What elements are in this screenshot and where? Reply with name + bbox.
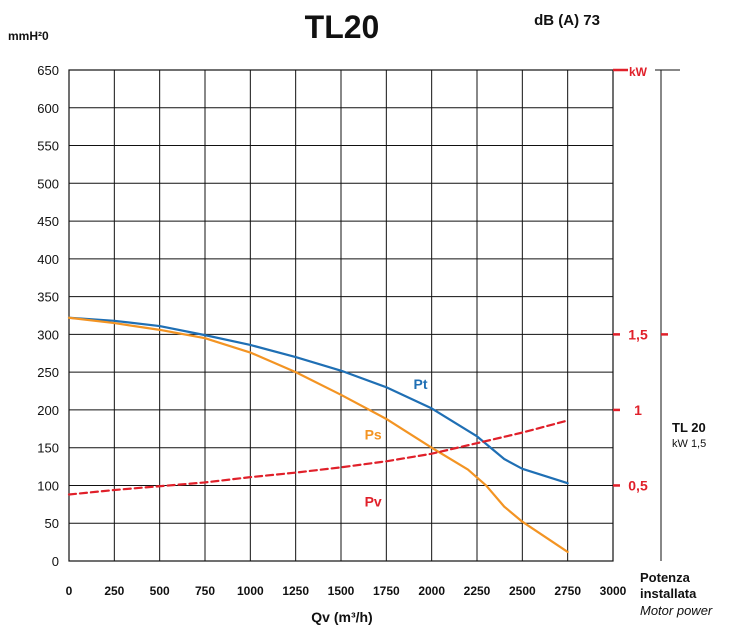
y-tick-label-10: 500 bbox=[37, 176, 59, 191]
series-label-pt: Pt bbox=[414, 376, 428, 392]
series-labels: Pt Ps Pv bbox=[365, 376, 428, 510]
x-tick-label-4: 1000 bbox=[237, 584, 264, 598]
side-model-label: TL 20 bbox=[672, 420, 706, 435]
series bbox=[67, 316, 569, 554]
footer-sublabel: Motor power bbox=[640, 603, 713, 618]
y-tick-label-4: 200 bbox=[37, 403, 59, 418]
x-tick-label-1: 250 bbox=[104, 584, 124, 598]
x-tick-label-11: 2750 bbox=[554, 584, 581, 598]
x-tick-label-3: 750 bbox=[195, 584, 215, 598]
x-tick-label-6: 1500 bbox=[328, 584, 355, 598]
y2-axis: 0,5 1 1,5 bbox=[613, 68, 680, 561]
series-label-ps: Ps bbox=[365, 426, 382, 442]
x-tick-label-7: 1750 bbox=[373, 584, 400, 598]
x-tick-label-8: 2000 bbox=[418, 584, 445, 598]
y-tick-label-2: 100 bbox=[37, 478, 59, 493]
y-tick-label-11: 550 bbox=[37, 139, 59, 154]
x-tick-label-10: 2500 bbox=[509, 584, 536, 598]
y-tick-label-12: 600 bbox=[37, 101, 59, 116]
y-tick-label-6: 300 bbox=[37, 327, 59, 342]
x-tick-label-0: 0 bbox=[66, 584, 73, 598]
y-tick-labels: 0 50 100 150 200 250 300 350 400 450 500 550 600 650 bbox=[37, 63, 59, 569]
footer-label: Potenza installata bbox=[640, 570, 697, 601]
y-axis-unit: mmH²0 bbox=[8, 29, 49, 43]
y-tick-label-8: 400 bbox=[37, 252, 59, 267]
y2-tick-label-1: 1 bbox=[634, 402, 642, 418]
x-axis-label: Qv (m³/h) bbox=[311, 609, 372, 625]
x-tick-label-9: 2250 bbox=[464, 584, 491, 598]
x-tick-label-12: 3000 bbox=[600, 584, 627, 598]
y-tick-label-9: 450 bbox=[37, 214, 59, 229]
series-line-ps bbox=[67, 316, 569, 554]
x-tick-label-5: 1250 bbox=[282, 584, 309, 598]
y2-tick-label-0: 0,5 bbox=[628, 477, 648, 493]
y-tick-label-13: 650 bbox=[37, 63, 59, 78]
noise-label: dB (A) 73 bbox=[534, 12, 600, 29]
grid bbox=[68, 69, 614, 562]
series-label-pv: Pv bbox=[365, 494, 382, 510]
y2-axis-unit: kW bbox=[629, 65, 648, 79]
y2-tick-label-2: 1,5 bbox=[628, 326, 648, 342]
y-tick-label-5: 250 bbox=[37, 365, 59, 380]
series-line-pv bbox=[67, 419, 569, 496]
series-line-pt bbox=[67, 316, 569, 485]
side-power-label: kW 1,5 bbox=[672, 438, 706, 450]
y-tick-label-3: 150 bbox=[37, 441, 59, 456]
x-tick-labels: 0 250 500 750 1000 1250 1500 1750 2000 2250 2500 27… bbox=[66, 584, 627, 598]
chart-title: TL20 bbox=[305, 9, 380, 45]
x-tick-label-2: 500 bbox=[150, 584, 170, 598]
y-tick-label-1: 50 bbox=[45, 516, 59, 531]
y-tick-label-0: 0 bbox=[52, 554, 59, 569]
y-tick-label-7: 350 bbox=[37, 290, 59, 305]
plot-frame bbox=[68, 69, 614, 562]
